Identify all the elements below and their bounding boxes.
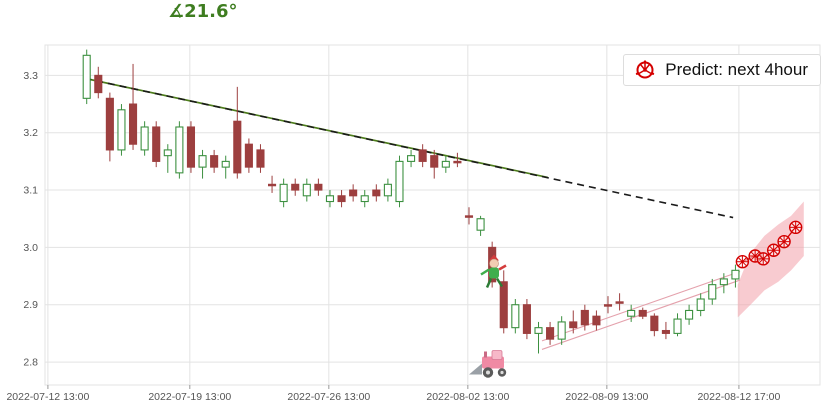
prediction-marker-center [794, 226, 797, 229]
candle-body [233, 120, 242, 174]
candle-body [650, 315, 659, 332]
candle-body [360, 195, 369, 203]
candle-body [546, 327, 555, 340]
y-axis-label: 3.0 [23, 242, 38, 254]
prediction-marker-center [782, 240, 786, 243]
candle-body [395, 160, 404, 203]
y-axis-label: 3.3 [23, 70, 38, 82]
candle-body [499, 281, 508, 329]
y-axis-label: 3.1 [23, 185, 38, 197]
candle-body [719, 278, 728, 286]
candle-body [685, 309, 694, 320]
x-axis-label: 2022-08-09 13:00 [565, 391, 648, 403]
candle-body [615, 301, 624, 304]
candle-body [661, 329, 670, 334]
candle-body [488, 246, 497, 283]
candle-body [534, 327, 543, 334]
candle-body [337, 195, 346, 203]
angle-annotation: ∡21.6° [168, 1, 238, 22]
candle-body [349, 189, 358, 197]
candle-body [580, 309, 589, 326]
candle-body [152, 126, 161, 162]
candle-body [731, 269, 740, 280]
y-axis-label: 2.9 [23, 299, 38, 311]
x-axis-label: 2022-08-12 17:00 [697, 391, 780, 403]
prediction-wheel-icon [636, 60, 655, 79]
candle-body [186, 126, 196, 168]
candle-body [105, 97, 114, 151]
candle-body [708, 284, 717, 300]
candle-body [302, 183, 311, 197]
candle-body [476, 218, 485, 231]
candle-body [592, 315, 601, 326]
candle-body [221, 160, 230, 168]
plot-area [44, 44, 821, 386]
x-axis-label: 2022-07-19 13:00 [148, 391, 231, 403]
candle-body [603, 304, 613, 307]
trend-line-dashed [84, 77, 734, 219]
candle-body [407, 155, 416, 162]
candle-body [511, 304, 520, 329]
candle-body [696, 298, 705, 312]
candle-body [163, 149, 172, 157]
candle-body [128, 103, 138, 145]
candle-body [522, 304, 531, 334]
x-axis-label: 2022-08-02 13:00 [426, 391, 509, 403]
candle-body [627, 309, 636, 317]
candle-body [314, 183, 323, 191]
candle-body [198, 155, 207, 168]
legend-predict[interactable]: Predict: next 4hour [623, 54, 821, 86]
prediction-marker-center [741, 260, 744, 264]
candle-body [453, 160, 462, 164]
prediction-marker-center [761, 257, 765, 261]
candle-body [673, 318, 682, 334]
x-axis-label: 2022-07-26 13:00 [287, 391, 370, 403]
candle-body [140, 126, 149, 151]
candle-body [325, 195, 335, 203]
channel-line [541, 270, 741, 342]
x-axis-label: 2022-07-12 13:00 [6, 391, 89, 403]
candle-body [82, 54, 91, 99]
candle-body [383, 183, 392, 197]
candle-body [291, 183, 300, 191]
candle-body [210, 155, 219, 168]
y-axis-label: 2.8 [23, 357, 38, 369]
candle-body [464, 215, 474, 218]
candle-body [244, 143, 253, 168]
candle-body [430, 155, 439, 168]
candle-body [256, 149, 265, 168]
candle-body [557, 321, 566, 340]
prediction-marker-center [772, 248, 775, 252]
candle-body [279, 183, 288, 203]
candle-body [569, 321, 578, 329]
prediction-marker-center [753, 254, 757, 258]
candle-body [117, 109, 126, 151]
y-axis-label: 3.2 [23, 127, 38, 139]
candle-body [372, 189, 381, 197]
candle-body [268, 183, 277, 187]
candle-body [638, 309, 647, 317]
legend-label: Predict: next 4hour [665, 60, 808, 79]
candle-body [418, 149, 427, 162]
candle-body [441, 160, 450, 168]
candle-body [175, 126, 184, 174]
candle-body [94, 74, 103, 94]
prediction-band [737, 201, 804, 318]
